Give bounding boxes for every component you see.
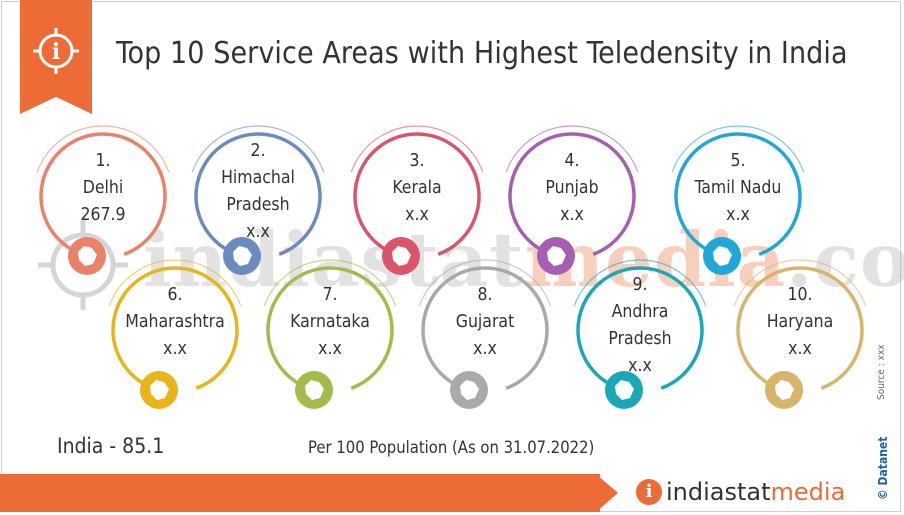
ring-arc — [736, 266, 864, 390]
ring-arc — [194, 132, 322, 256]
area-label-8: 8. Gujarat x.x — [420, 282, 550, 363]
area-name: Punjab — [545, 178, 599, 198]
logo-text-main: indiastat — [666, 478, 771, 506]
area-label-3: 3. Kerala x.x — [352, 148, 482, 229]
ring-outer-arc — [671, 125, 805, 173]
footer-band — [0, 474, 600, 512]
area-name2: Pradesh — [608, 329, 672, 349]
area-value: x.x — [405, 205, 429, 225]
area-label-7: 7. Karnataka x.x — [265, 282, 395, 363]
area-ring-9 — [573, 259, 707, 409]
area-name: Haryana — [766, 312, 834, 332]
area-rank: 7. — [322, 285, 338, 305]
area-ring-10 — [733, 259, 867, 409]
area-rank: 8. — [477, 285, 493, 305]
ring-arc — [111, 266, 239, 390]
area-rank: 6. — [167, 285, 183, 305]
state-map-icon — [460, 380, 479, 400]
state-map-icon — [305, 380, 324, 400]
state-map-icon — [150, 380, 169, 400]
area-rank: 5. — [730, 151, 746, 171]
area-ring-2 — [191, 125, 325, 275]
area-label-10: 10. Haryana x.x — [735, 282, 865, 363]
ring-outer-arc — [263, 259, 397, 307]
area-label-5: 5. Tamil Nadu x.x — [673, 148, 803, 229]
ring-arc — [674, 132, 802, 256]
watermark-crosshair-icon — [38, 220, 128, 310]
ring-outer-arc — [108, 259, 242, 307]
area-name: Himachal — [221, 168, 295, 188]
area-value: x.x — [163, 339, 187, 359]
india-total: India - 85.1 — [57, 434, 165, 458]
area-value: x.x — [628, 356, 652, 376]
area-ring-7 — [263, 259, 397, 409]
area-name2: Pradesh — [226, 195, 290, 215]
page-title: Top 10 Service Areas with Highest Telede… — [116, 36, 848, 71]
logo-i-icon: i — [636, 479, 662, 505]
state-map-icon — [233, 246, 252, 266]
state-map-icon — [78, 246, 97, 266]
state-map-icon — [713, 246, 732, 266]
ring-arc — [353, 132, 481, 256]
area-label-6: 6. Maharashtra x.x — [110, 282, 240, 363]
area-name: Kerala — [392, 178, 442, 198]
ring-arc — [421, 266, 549, 390]
ring-outer-arc — [733, 259, 867, 307]
ring-arc — [266, 266, 394, 390]
area-rank: 2. — [250, 141, 266, 161]
state-map-icon — [547, 246, 566, 266]
area-label-9: 9. Andhra Pradesh x.x — [575, 272, 705, 380]
area-name: Maharashtra — [125, 312, 225, 332]
area-ring-5 — [671, 125, 805, 275]
area-rank: 4. — [564, 151, 580, 171]
svg-text:i: i — [52, 39, 60, 65]
ring-outer-arc — [505, 125, 639, 173]
area-name: Andhra — [611, 302, 669, 322]
area-ring-3 — [350, 125, 484, 275]
area-ring-1 — [36, 125, 170, 275]
area-value: x.x — [318, 339, 342, 359]
area-value: x.x — [246, 222, 270, 242]
area-value: x.x — [788, 339, 812, 359]
area-name: Tamil Nadu — [694, 178, 782, 198]
ring-outer-arc — [418, 259, 552, 307]
state-map-icon — [615, 380, 634, 400]
state-map-icon — [775, 380, 794, 400]
area-rank: 9. — [632, 275, 648, 295]
ring-arc — [39, 132, 167, 256]
area-ring-6 — [108, 259, 242, 409]
area-label-2: 2. Himachal Pradesh x.x — [193, 138, 323, 246]
ring-arc — [508, 132, 636, 256]
area-value: 267.9 — [80, 205, 126, 225]
area-name: Delhi — [82, 178, 124, 198]
ring-arc — [576, 266, 704, 390]
info-icon: i — [33, 28, 79, 74]
ring-outer-arc — [191, 125, 325, 173]
datanet-brand: © Datanet — [876, 436, 890, 500]
ring-outer-arc — [350, 125, 484, 173]
ring-outer-arc — [36, 125, 170, 173]
area-ring-8 — [418, 259, 552, 409]
info-tab: i — [20, 0, 92, 114]
area-rank: 1. — [95, 151, 111, 171]
source-text: Source : xxx — [876, 344, 887, 400]
area-label-4: 4. Punjab x.x — [507, 148, 637, 229]
area-name: Gujarat — [455, 312, 515, 332]
area-rank: 10. — [787, 285, 813, 305]
area-value: x.x — [560, 205, 584, 225]
indiastatmedia-logo[interactable]: i indiastat media — [636, 474, 845, 510]
ring-outer-arc — [573, 259, 707, 307]
area-value: x.x — [726, 205, 750, 225]
area-ring-4 — [505, 125, 639, 275]
area-label-1: 1. Delhi 267.9 — [38, 148, 168, 229]
state-map-icon — [392, 246, 411, 266]
logo-text-accent: media — [770, 478, 846, 506]
area-name: Karnataka — [290, 312, 370, 332]
unit-note: Per 100 Population (As on 31.07.2022) — [308, 438, 595, 457]
area-value: x.x — [473, 339, 497, 359]
area-rank: 3. — [409, 151, 425, 171]
